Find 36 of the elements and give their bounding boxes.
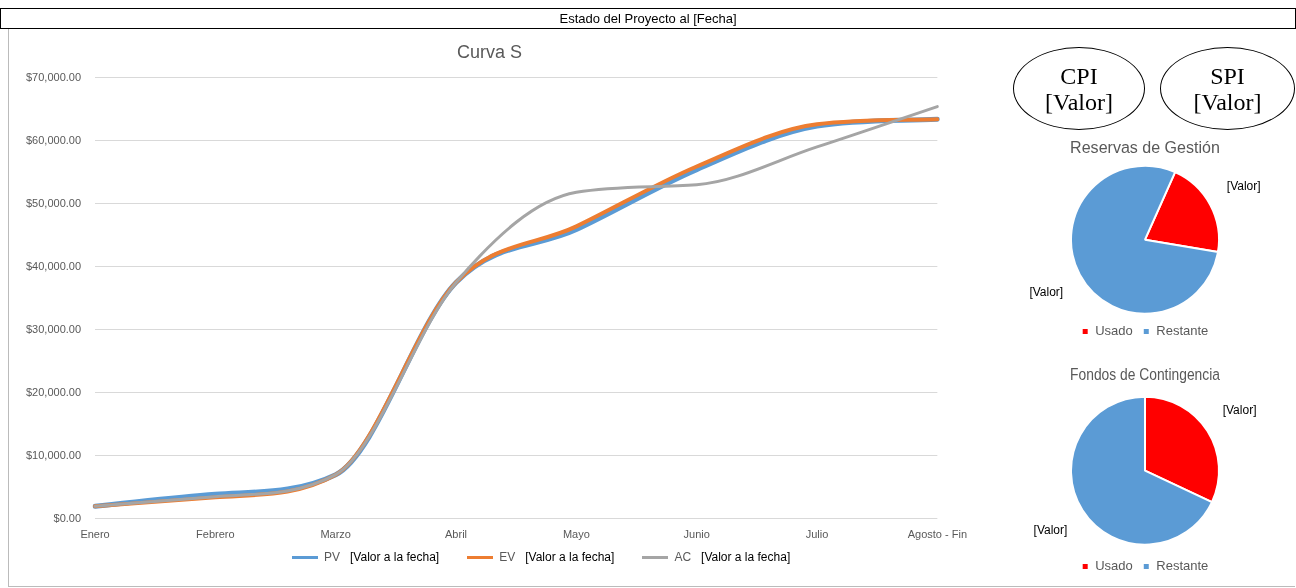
x-tick-label: Febrero	[196, 528, 235, 541]
y-tick-label: $0.00	[53, 511, 82, 524]
x-tick-label: Agosto - Fin	[907, 528, 968, 541]
y-tick-label: $60,000.00	[25, 133, 82, 146]
text: [Valor a la fecha]	[701, 550, 791, 564]
legend-label: Restante	[1156, 558, 1209, 574]
text: CPI [Valor]	[1013, 47, 1145, 130]
x-tick-label: Marzo	[320, 528, 351, 541]
x-tick-label: Junio	[683, 528, 710, 541]
legend-label: PV	[324, 550, 341, 564]
legend-label: Restante	[1156, 323, 1209, 339]
chart-title: Fondos de Contingencia	[1070, 364, 1221, 384]
x-tick-label: Abril	[445, 528, 468, 541]
x-tick-label: Julio	[805, 528, 829, 541]
data-label: [Valor]	[1029, 284, 1064, 299]
legend-label: AC	[674, 550, 692, 564]
y-tick-label: $30,000.00	[25, 322, 82, 335]
y-tick-label: $70,000.00	[25, 70, 82, 83]
text: SPI [Valor]	[1160, 47, 1295, 130]
legend-label: EV	[499, 550, 516, 564]
chart-title: Reservas de Gestión	[1070, 137, 1220, 157]
text: Estado del Proyecto al [Fecha]	[0, 8, 1296, 29]
x-tick-label: Enero	[80, 528, 110, 541]
legend-label: Usado	[1095, 323, 1133, 339]
data-label: [Valor]	[1222, 403, 1257, 417]
x-tick-label: Mayo	[562, 528, 590, 541]
legend-label: Usado	[1095, 558, 1133, 574]
y-tick-label: $40,000.00	[25, 259, 82, 272]
text: [Valor a la fecha]	[350, 550, 440, 564]
text: [Valor a la fecha]	[525, 550, 615, 564]
data-label: [Valor]	[1226, 179, 1261, 194]
y-tick-label: $20,000.00	[25, 385, 82, 398]
chart-title: Curva S	[456, 41, 523, 62]
y-tick-label: $10,000.00	[25, 448, 82, 461]
data-label: [Valor]	[1033, 523, 1068, 538]
y-tick-label: $50,000.00	[25, 196, 82, 209]
